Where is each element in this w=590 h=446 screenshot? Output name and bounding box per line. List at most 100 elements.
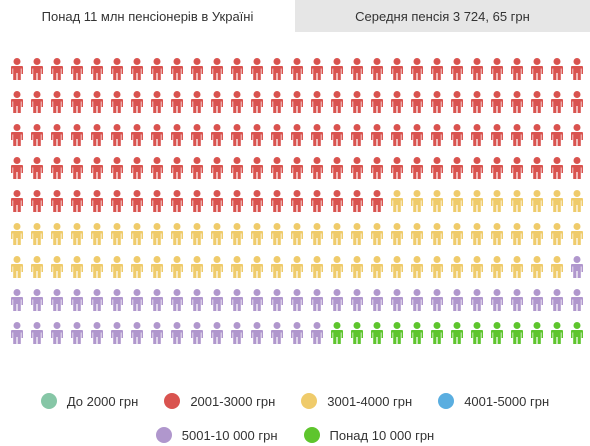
icon-body bbox=[571, 99, 583, 113]
legend-swatch bbox=[301, 393, 318, 409]
person-icon bbox=[211, 124, 223, 146]
person-icon bbox=[291, 58, 303, 80]
legend-item[interactable]: Понад 10 000 грн bbox=[303, 424, 434, 446]
icon-body bbox=[11, 66, 23, 80]
icon-body bbox=[411, 66, 423, 80]
person-icon bbox=[431, 322, 443, 344]
icon-head bbox=[393, 157, 401, 164]
icon-body bbox=[271, 99, 283, 113]
person-icon bbox=[251, 289, 263, 311]
tab[interactable]: Понад 11 млн пенсіонерів в Україні bbox=[0, 0, 295, 32]
icon-body bbox=[411, 264, 423, 278]
icon-head bbox=[413, 58, 421, 65]
icon-body bbox=[231, 231, 243, 245]
icon-body bbox=[391, 132, 403, 146]
legend-item[interactable]: До 2000 грн bbox=[40, 390, 138, 412]
icon-body bbox=[431, 231, 443, 245]
person-icon bbox=[351, 223, 363, 245]
icon-head bbox=[93, 289, 101, 296]
icon-body bbox=[551, 297, 563, 311]
icon-head bbox=[433, 289, 441, 296]
person-icon bbox=[271, 190, 283, 212]
icon-head bbox=[193, 124, 201, 131]
icon-head bbox=[73, 223, 81, 230]
person-icon bbox=[71, 124, 83, 146]
icon-head bbox=[253, 91, 261, 98]
icon-body bbox=[51, 198, 63, 212]
icon-body bbox=[471, 66, 483, 80]
icon-head bbox=[153, 124, 161, 131]
icon-body bbox=[271, 132, 283, 146]
icon-body bbox=[351, 165, 363, 179]
icon-head bbox=[453, 256, 461, 263]
person-icon bbox=[411, 223, 423, 245]
person-icon bbox=[351, 91, 363, 113]
icon-body bbox=[31, 330, 43, 344]
person-icon bbox=[171, 322, 183, 344]
icon-head bbox=[473, 289, 481, 296]
icon-head bbox=[193, 58, 201, 65]
icon-body bbox=[411, 165, 423, 179]
icon-head bbox=[73, 91, 81, 98]
icon-body bbox=[551, 231, 563, 245]
icon-body bbox=[311, 132, 323, 146]
icon-head bbox=[553, 91, 561, 98]
icon-body bbox=[451, 99, 463, 113]
legend-item[interactable]: 5001-10 000 грн bbox=[155, 424, 278, 446]
icon-head bbox=[73, 190, 81, 197]
icon-body bbox=[351, 66, 363, 80]
icon-body bbox=[211, 165, 223, 179]
icon-head bbox=[193, 256, 201, 263]
icon-head bbox=[193, 91, 201, 98]
icon-head bbox=[213, 223, 221, 230]
icon-head bbox=[113, 289, 121, 296]
icon-head bbox=[233, 157, 241, 164]
legend-item[interactable]: 2001-3000 грн bbox=[164, 390, 275, 412]
icon-head bbox=[193, 157, 201, 164]
icon-head bbox=[373, 124, 381, 131]
icon-head bbox=[293, 256, 301, 263]
icon-body bbox=[491, 231, 503, 245]
icon-body bbox=[291, 231, 303, 245]
person-icon bbox=[331, 322, 343, 344]
person-icon bbox=[511, 124, 523, 146]
legend-item[interactable]: 4001-5000 грн bbox=[438, 390, 549, 412]
legend: До 2000 грн 2001-3000 грн 3001-4000 грн 400… bbox=[0, 390, 590, 446]
icon-body bbox=[171, 297, 183, 311]
icon-head bbox=[333, 322, 341, 329]
icon-head bbox=[13, 157, 21, 164]
icon-head bbox=[213, 256, 221, 263]
icon-body bbox=[231, 99, 243, 113]
icon-head bbox=[193, 289, 201, 296]
person-icon bbox=[471, 124, 483, 146]
person-icon bbox=[351, 124, 363, 146]
person-icon bbox=[51, 289, 63, 311]
person-icon bbox=[171, 124, 183, 146]
icon-body bbox=[251, 165, 263, 179]
icon-head bbox=[433, 58, 441, 65]
person-icon bbox=[391, 91, 403, 113]
icon-head bbox=[253, 322, 261, 329]
icon-head bbox=[453, 157, 461, 164]
icon-head bbox=[13, 289, 21, 296]
person-icon bbox=[391, 289, 403, 311]
icon-body bbox=[171, 264, 183, 278]
person-icon bbox=[191, 91, 203, 113]
icon-body bbox=[31, 99, 43, 113]
icon-body bbox=[511, 231, 523, 245]
person-icon bbox=[491, 322, 503, 344]
icon-head bbox=[253, 223, 261, 230]
person-icon bbox=[71, 157, 83, 179]
person-icon bbox=[551, 256, 563, 278]
person-icon bbox=[551, 91, 563, 113]
icon-body bbox=[11, 330, 23, 344]
icon-head bbox=[453, 289, 461, 296]
person-icon bbox=[91, 289, 103, 311]
legend-item[interactable]: 3001-4000 грн bbox=[301, 390, 412, 412]
tab[interactable]: Середня пенсія 3 724, 65 грн bbox=[295, 0, 590, 32]
icon-body bbox=[91, 132, 103, 146]
person-icon bbox=[131, 322, 143, 344]
icon-body bbox=[11, 132, 23, 146]
icon-head bbox=[393, 223, 401, 230]
icon-head bbox=[413, 124, 421, 131]
